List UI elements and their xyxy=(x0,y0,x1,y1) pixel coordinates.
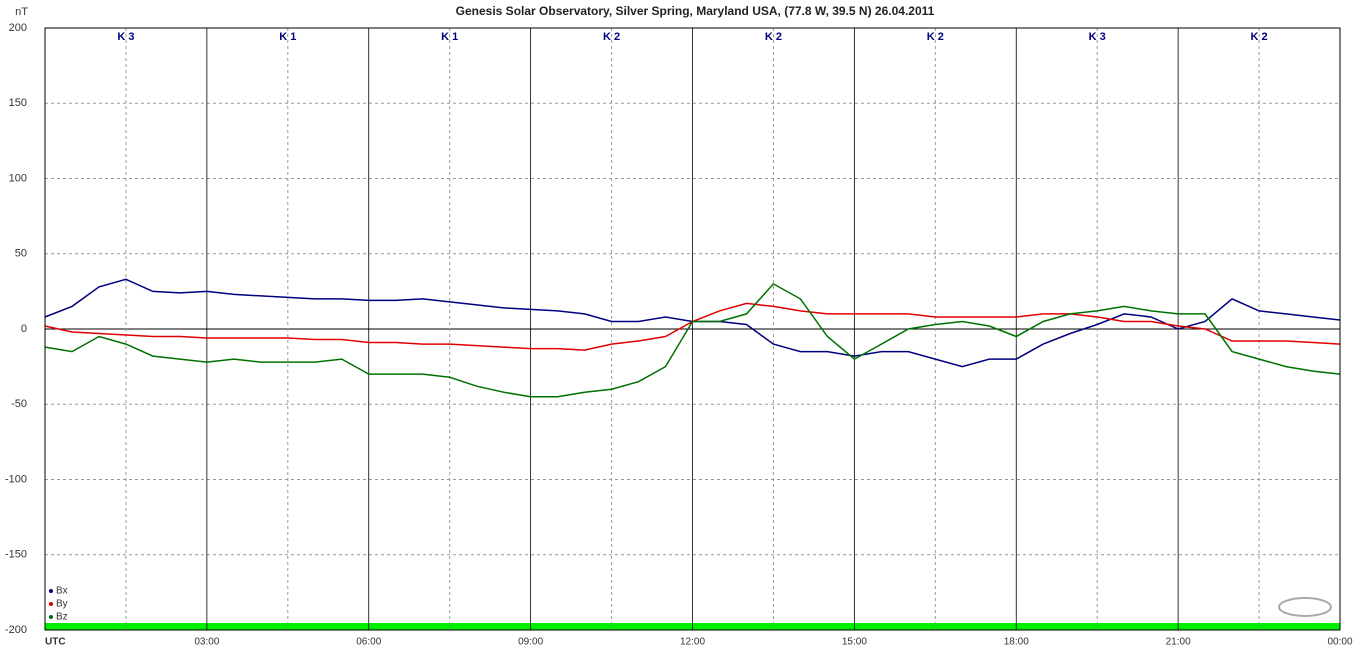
k-index-label: K 3 xyxy=(117,31,134,43)
y-tick-label: 150 xyxy=(9,97,27,109)
k-index-label: K 2 xyxy=(765,31,782,43)
x-tick-label: UTC xyxy=(45,637,66,648)
y-axis-label: nT xyxy=(15,6,28,18)
k-index-label: K 2 xyxy=(1251,31,1268,43)
k-index-label: K 1 xyxy=(441,31,458,43)
legend-label: Bx xyxy=(56,586,68,597)
k-index-label: K 3 xyxy=(1089,31,1106,43)
y-tick-label: 0 xyxy=(21,323,27,335)
x-tick-label: 00:00 xyxy=(1327,637,1352,648)
legend-marker xyxy=(49,602,53,606)
plot-lines xyxy=(44,278,1341,398)
y-tick-label: 50 xyxy=(15,248,27,260)
x-tick-label: 21:00 xyxy=(1166,637,1191,648)
foreground: 200 150 100 50 0 -50 -100 -150 -200 UTC K 3 03:00 K … xyxy=(5,22,1353,648)
k-index-label: K 2 xyxy=(927,31,944,43)
series-line xyxy=(44,282,1341,398)
y-tick-label: -100 xyxy=(5,473,27,485)
logo-ring xyxy=(1278,597,1332,617)
y-tick-label: -50 xyxy=(11,398,27,410)
x-tick-label: 09:00 xyxy=(518,637,543,648)
legend-label: Bz xyxy=(56,612,68,623)
k-index-label: K 2 xyxy=(603,31,620,43)
chart-title: Genesis Solar Observatory, Silver Spring… xyxy=(456,4,935,18)
x-tick-label: 03:00 xyxy=(194,637,219,648)
legend-marker xyxy=(49,615,53,619)
x-tick-label: 15:00 xyxy=(842,637,867,648)
k-index-label: K 1 xyxy=(279,31,296,43)
y-tick-label: -150 xyxy=(5,549,27,561)
grid xyxy=(44,27,1341,631)
plot-frame xyxy=(44,27,1341,631)
x-tick-label: 18:00 xyxy=(1004,637,1029,648)
legend-label: By xyxy=(56,599,68,610)
legend-marker xyxy=(49,589,53,593)
x-tick-label: 06:00 xyxy=(356,637,381,648)
y-tick-label: 100 xyxy=(9,172,27,184)
x-tick-label: 12:00 xyxy=(680,637,705,648)
y-tick-label: 200 xyxy=(9,22,27,34)
logo xyxy=(1278,597,1332,617)
y-tick-label: -200 xyxy=(5,624,27,636)
